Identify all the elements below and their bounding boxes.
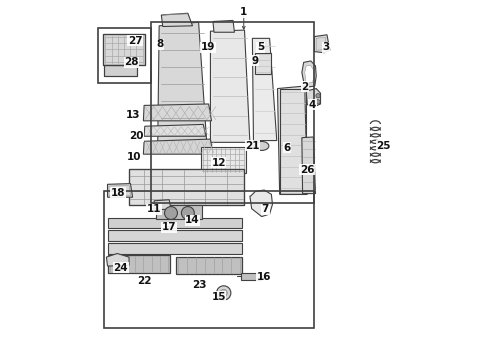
Text: 6: 6 xyxy=(283,143,290,153)
Text: 26: 26 xyxy=(300,165,314,175)
Text: 15: 15 xyxy=(211,292,225,302)
Polygon shape xyxy=(301,137,315,194)
Polygon shape xyxy=(161,13,192,27)
Text: 27: 27 xyxy=(127,36,142,46)
Text: 4: 4 xyxy=(308,100,316,110)
Text: 24: 24 xyxy=(113,263,128,273)
Polygon shape xyxy=(201,147,245,173)
Polygon shape xyxy=(255,53,271,74)
Text: 16: 16 xyxy=(257,272,271,282)
Circle shape xyxy=(181,207,194,220)
Circle shape xyxy=(220,289,227,297)
Polygon shape xyxy=(212,21,234,32)
Polygon shape xyxy=(241,273,260,280)
Polygon shape xyxy=(129,169,244,205)
Text: 28: 28 xyxy=(124,57,139,67)
Circle shape xyxy=(216,286,230,300)
Text: 12: 12 xyxy=(211,158,225,168)
Text: 22: 22 xyxy=(137,276,152,286)
Polygon shape xyxy=(107,255,170,273)
Polygon shape xyxy=(252,39,276,140)
Text: 14: 14 xyxy=(185,215,200,225)
Text: 8: 8 xyxy=(156,40,163,49)
Polygon shape xyxy=(143,104,211,121)
Text: 11: 11 xyxy=(146,204,161,215)
Circle shape xyxy=(315,100,320,104)
Polygon shape xyxy=(154,200,171,210)
Text: 21: 21 xyxy=(244,141,259,151)
Polygon shape xyxy=(277,86,306,194)
Text: 19: 19 xyxy=(200,42,215,52)
Polygon shape xyxy=(304,65,313,83)
Text: 2: 2 xyxy=(301,82,308,92)
Text: 3: 3 xyxy=(322,42,329,52)
Polygon shape xyxy=(106,253,129,266)
Polygon shape xyxy=(107,243,242,253)
Polygon shape xyxy=(301,61,316,87)
Polygon shape xyxy=(144,125,205,136)
Polygon shape xyxy=(305,89,320,106)
Text: 13: 13 xyxy=(125,110,140,120)
Ellipse shape xyxy=(254,141,268,150)
Polygon shape xyxy=(107,230,242,241)
Polygon shape xyxy=(143,139,212,154)
Text: 1: 1 xyxy=(240,7,247,17)
Circle shape xyxy=(164,207,177,220)
Text: 20: 20 xyxy=(129,131,143,141)
Polygon shape xyxy=(155,205,202,220)
Circle shape xyxy=(315,94,320,98)
Text: 25: 25 xyxy=(376,141,390,151)
Polygon shape xyxy=(107,218,242,228)
Text: 7: 7 xyxy=(261,204,268,215)
Text: 18: 18 xyxy=(111,188,125,198)
Polygon shape xyxy=(104,64,137,76)
Text: 9: 9 xyxy=(251,56,258,66)
Text: 5: 5 xyxy=(257,42,264,52)
Text: 23: 23 xyxy=(192,280,206,290)
Polygon shape xyxy=(102,34,145,64)
Polygon shape xyxy=(107,184,132,197)
Polygon shape xyxy=(314,35,329,53)
Polygon shape xyxy=(210,30,249,142)
Polygon shape xyxy=(249,190,272,217)
Text: 10: 10 xyxy=(126,152,141,162)
Text: 17: 17 xyxy=(162,222,176,232)
Polygon shape xyxy=(176,257,241,274)
Polygon shape xyxy=(158,22,206,144)
